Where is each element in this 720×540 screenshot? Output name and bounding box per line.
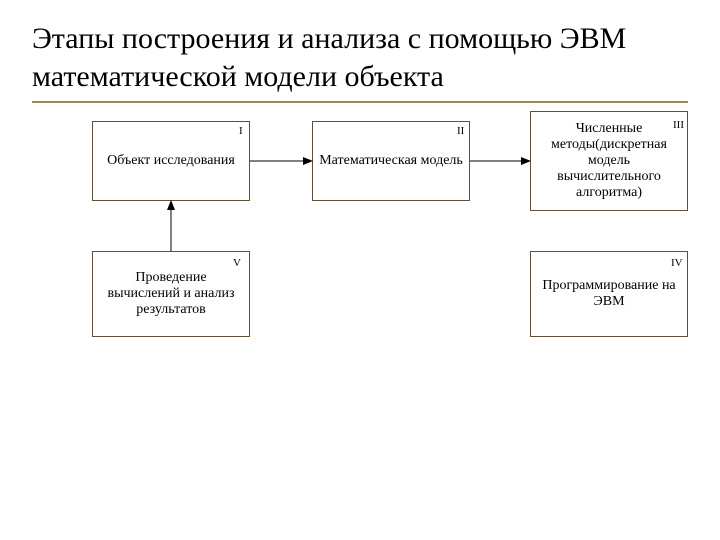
roman-numeral: II bbox=[457, 126, 464, 137]
title-underline bbox=[32, 101, 688, 103]
page-title: Этапы построения и анализа с помощью ЭВМ… bbox=[32, 20, 688, 95]
node-label: Объект исследования bbox=[107, 153, 235, 169]
node-label: Программирование на ЭВМ bbox=[537, 278, 681, 310]
roman-numeral: I bbox=[239, 126, 243, 137]
node-math-model: Математическая модель II bbox=[312, 121, 470, 201]
roman-numeral: V bbox=[233, 258, 241, 269]
roman-numeral: IV bbox=[671, 258, 683, 269]
node-label: Проведение вычислений и анализ результат… bbox=[99, 270, 243, 318]
roman-numeral: III bbox=[673, 120, 684, 131]
node-label: Математическая модель bbox=[319, 153, 463, 169]
flow-diagram: Объект исследования I Математическая мод… bbox=[32, 111, 688, 471]
node-label: Численные методы(дискретная модель вычис… bbox=[537, 121, 681, 201]
node-object-of-study: Объект исследования I bbox=[92, 121, 250, 201]
node-computation-analysis: Проведение вычислений и анализ результат… bbox=[92, 251, 250, 337]
node-programming: Программирование на ЭВМ IV bbox=[530, 251, 688, 337]
node-numerical-methods: Численные методы(дискретная модель вычис… bbox=[530, 111, 688, 211]
slide-page: Этапы построения и анализа с помощью ЭВМ… bbox=[0, 0, 720, 540]
